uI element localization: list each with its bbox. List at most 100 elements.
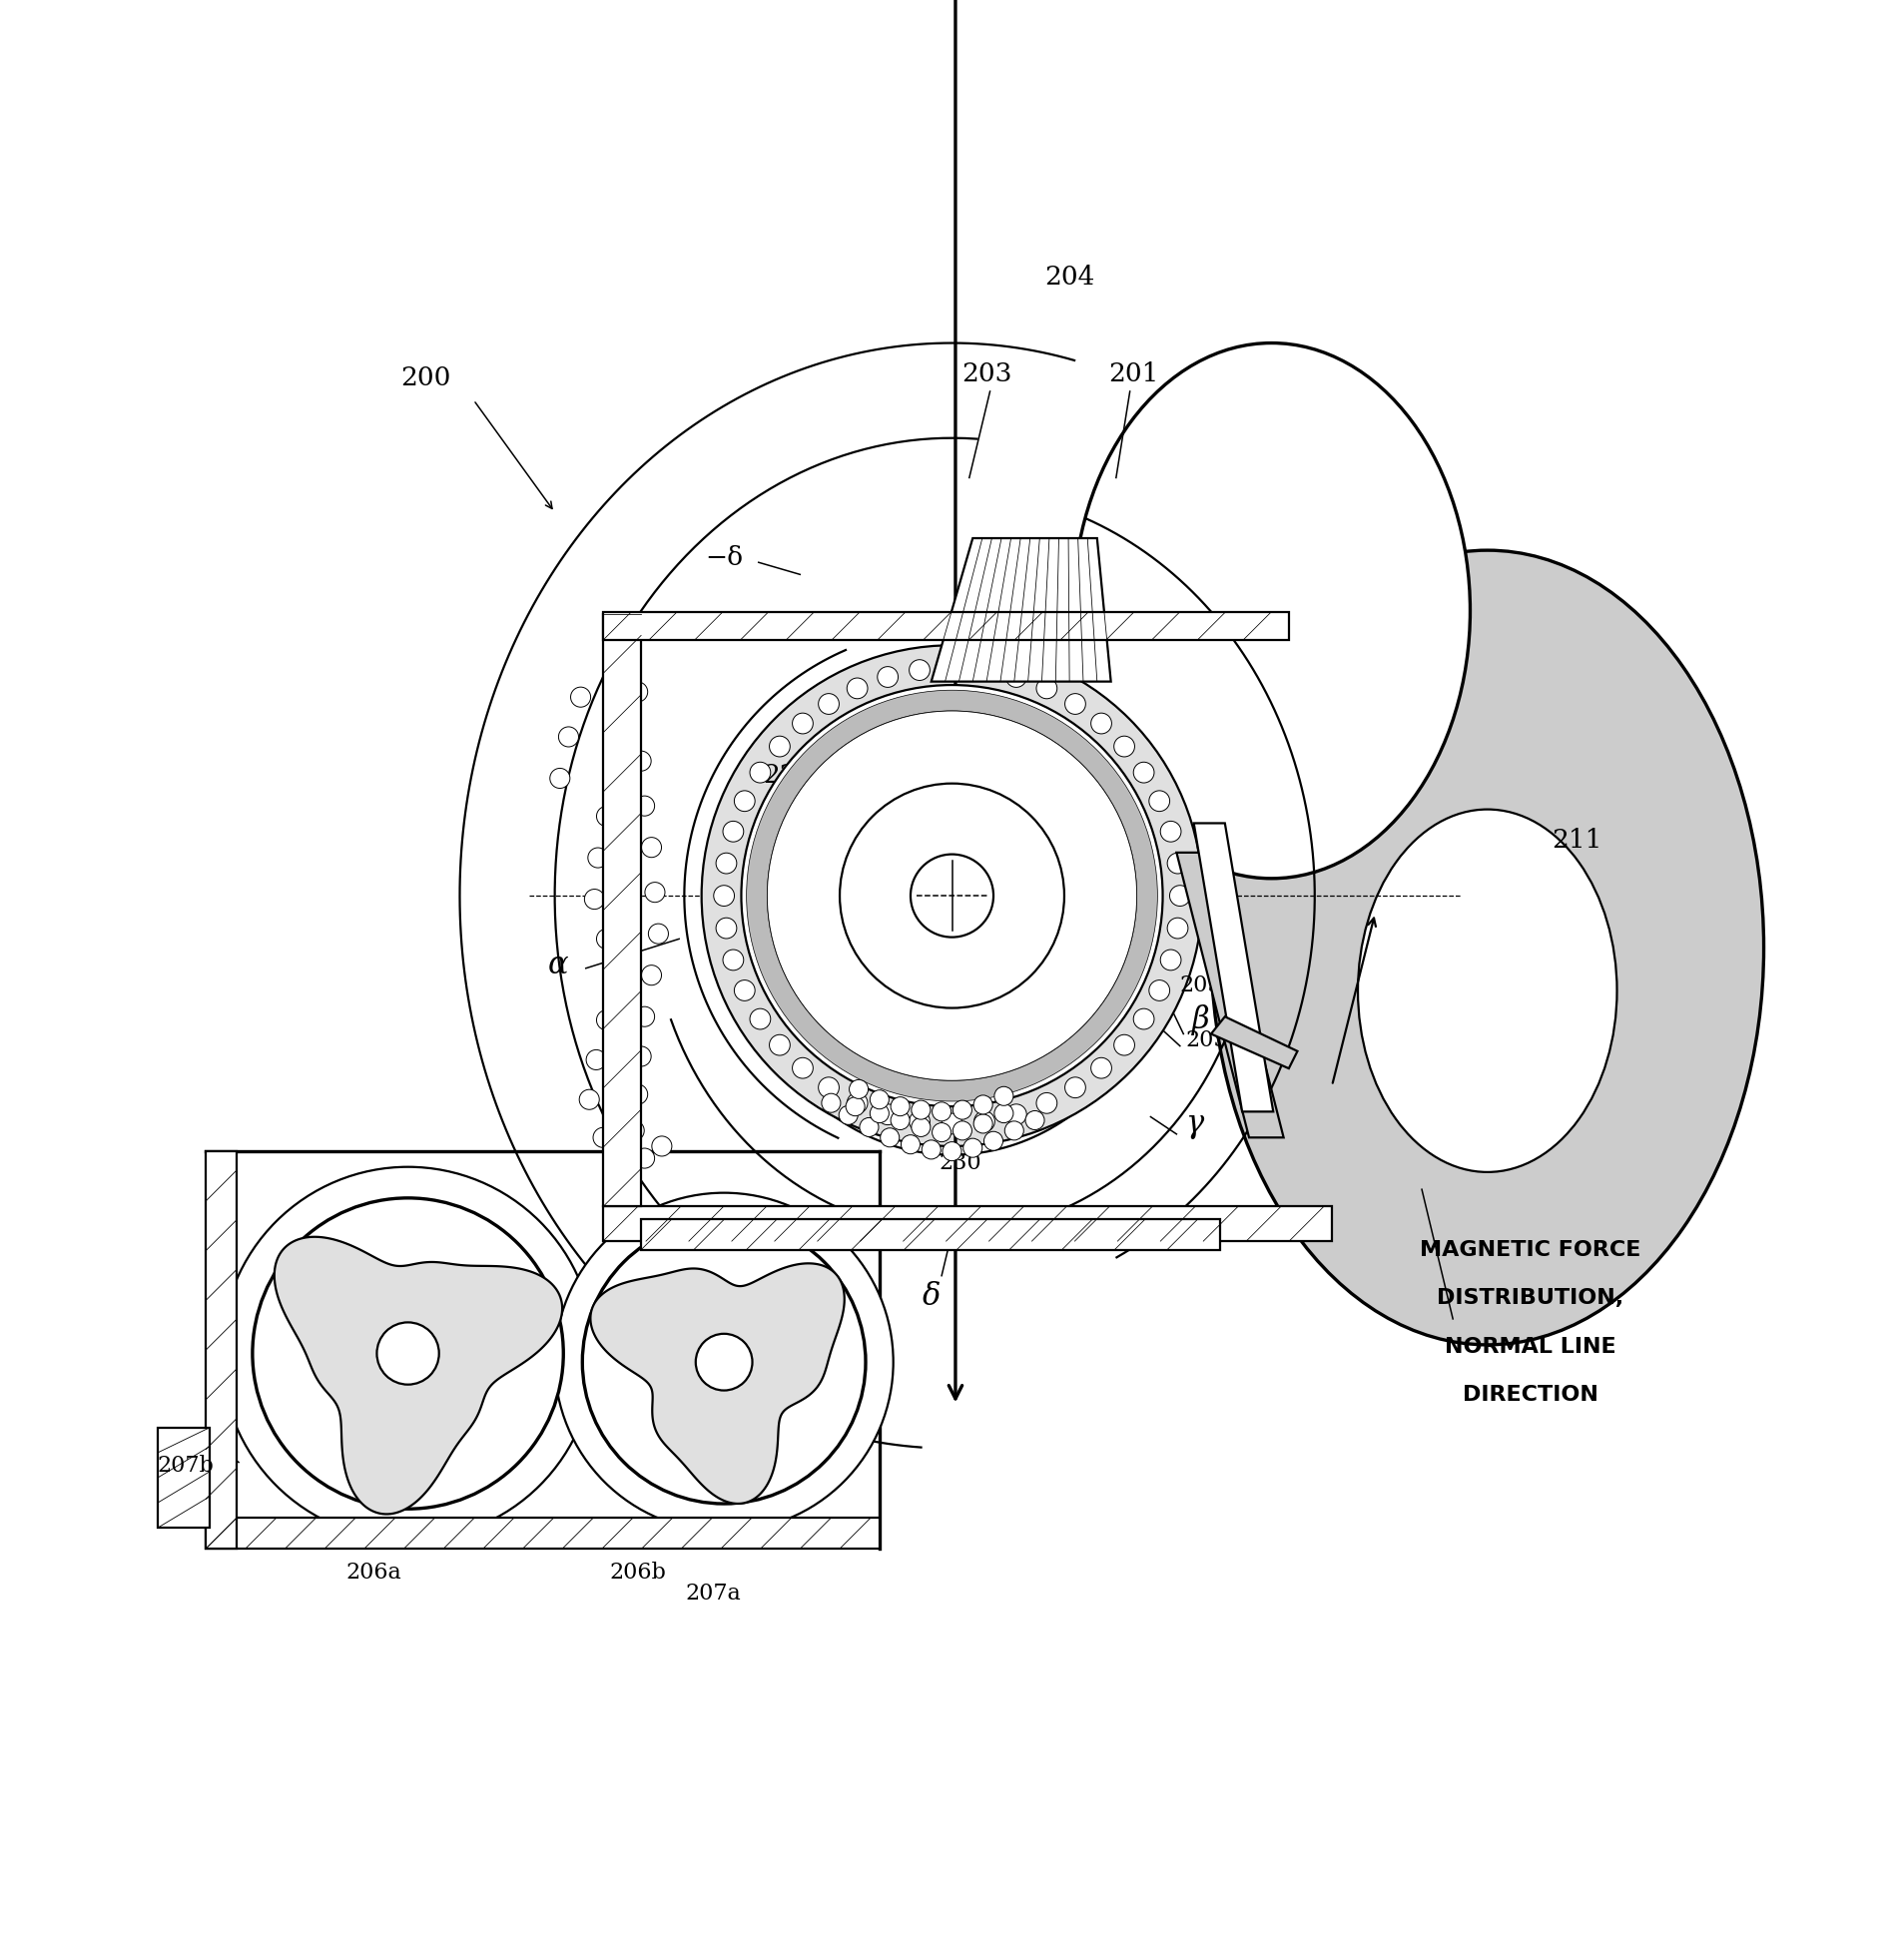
Circle shape	[880, 1128, 899, 1148]
Ellipse shape	[1072, 343, 1470, 878]
Circle shape	[823, 1094, 840, 1113]
Text: 230: 230	[939, 1152, 982, 1175]
Text: 211: 211	[1552, 828, 1603, 853]
Circle shape	[840, 783, 1064, 1008]
Circle shape	[588, 847, 607, 869]
Circle shape	[819, 1078, 840, 1097]
Circle shape	[1005, 1121, 1024, 1140]
Text: NORMAL LINE: NORMAL LINE	[1445, 1336, 1616, 1357]
Text: 205: 205	[1184, 1030, 1228, 1051]
Circle shape	[942, 657, 962, 679]
Circle shape	[735, 791, 756, 811]
Circle shape	[628, 1084, 647, 1105]
Circle shape	[910, 1111, 929, 1132]
Circle shape	[651, 1136, 672, 1156]
Text: −δ: −δ	[704, 545, 743, 570]
Text: β: β	[1192, 1004, 1209, 1035]
Circle shape	[847, 1094, 868, 1113]
Circle shape	[901, 1134, 920, 1154]
Ellipse shape	[1211, 551, 1763, 1346]
Circle shape	[952, 1101, 971, 1119]
Circle shape	[750, 762, 771, 783]
Circle shape	[586, 1049, 605, 1070]
Polygon shape	[642, 1220, 1220, 1251]
Circle shape	[870, 1103, 889, 1123]
Circle shape	[617, 723, 638, 743]
Text: 200: 200	[400, 365, 451, 390]
Circle shape	[933, 1123, 952, 1142]
Circle shape	[558, 727, 579, 747]
Polygon shape	[590, 1264, 843, 1503]
Circle shape	[891, 1097, 910, 1117]
Polygon shape	[206, 1518, 880, 1549]
Circle shape	[859, 1117, 878, 1136]
Circle shape	[625, 1121, 644, 1140]
Polygon shape	[604, 1206, 1333, 1241]
Circle shape	[952, 1121, 971, 1140]
Circle shape	[1169, 886, 1190, 906]
Circle shape	[975, 1111, 994, 1132]
Polygon shape	[274, 1237, 562, 1514]
Circle shape	[716, 853, 737, 874]
Text: δ: δ	[922, 1282, 941, 1313]
Circle shape	[741, 684, 1163, 1107]
Text: α: α	[548, 950, 569, 981]
Polygon shape	[1211, 1016, 1297, 1068]
Circle shape	[1167, 853, 1188, 874]
Circle shape	[596, 929, 617, 948]
Text: DIRECTION: DIRECTION	[1462, 1384, 1599, 1406]
Polygon shape	[158, 1427, 209, 1528]
Polygon shape	[206, 1152, 236, 1549]
Circle shape	[634, 1006, 655, 1026]
Circle shape	[769, 1035, 790, 1055]
Text: 203: 203	[962, 361, 1011, 386]
Circle shape	[550, 768, 569, 789]
Circle shape	[554, 1192, 893, 1532]
Circle shape	[585, 890, 604, 909]
Circle shape	[984, 1132, 1003, 1150]
Circle shape	[910, 855, 994, 937]
Circle shape	[714, 886, 735, 906]
Circle shape	[634, 795, 655, 816]
Text: 206a: 206a	[345, 1561, 402, 1584]
Circle shape	[596, 807, 617, 826]
Circle shape	[701, 646, 1203, 1146]
Circle shape	[922, 1140, 941, 1160]
Circle shape	[912, 1117, 931, 1136]
Circle shape	[1114, 1035, 1135, 1055]
Circle shape	[973, 1096, 992, 1115]
Circle shape	[571, 686, 590, 708]
Circle shape	[975, 659, 994, 681]
Circle shape	[942, 1113, 962, 1134]
Circle shape	[840, 1105, 859, 1125]
Circle shape	[609, 970, 628, 989]
Circle shape	[1114, 737, 1135, 756]
Circle shape	[767, 712, 1137, 1080]
Circle shape	[1091, 1057, 1112, 1078]
Circle shape	[596, 1010, 617, 1030]
Circle shape	[878, 1103, 899, 1125]
Text: 204: 204	[1043, 266, 1095, 289]
Circle shape	[630, 750, 651, 772]
Polygon shape	[604, 615, 642, 1206]
Text: 200a: 200a	[1057, 783, 1123, 809]
Circle shape	[845, 1097, 864, 1117]
Circle shape	[878, 667, 899, 686]
Circle shape	[1133, 762, 1154, 783]
Text: 207a: 207a	[685, 1582, 741, 1604]
Circle shape	[1036, 679, 1057, 698]
Circle shape	[649, 923, 668, 944]
Text: 201: 201	[1108, 361, 1158, 386]
Polygon shape	[931, 539, 1110, 681]
Circle shape	[847, 679, 868, 698]
Circle shape	[630, 1047, 651, 1066]
Circle shape	[973, 1115, 992, 1132]
Text: γ: γ	[1184, 1109, 1203, 1140]
Circle shape	[642, 966, 661, 985]
Circle shape	[583, 1220, 866, 1505]
Circle shape	[963, 1138, 982, 1158]
Circle shape	[1148, 791, 1169, 811]
Circle shape	[1167, 917, 1188, 938]
Circle shape	[1064, 1078, 1085, 1097]
Circle shape	[634, 1148, 655, 1169]
